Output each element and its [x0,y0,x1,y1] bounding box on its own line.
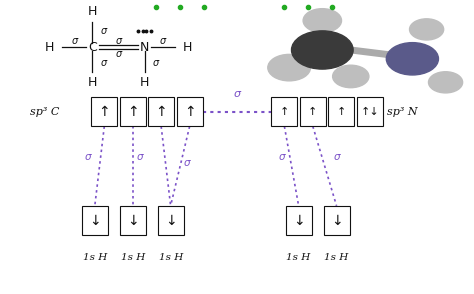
Bar [271,97,298,126]
Text: σ: σ [333,152,340,162]
Circle shape [386,43,438,75]
Text: ↑: ↑ [280,107,289,117]
Circle shape [333,65,369,88]
Text: H: H [45,41,55,54]
Text: ↑: ↑ [127,105,138,119]
Circle shape [428,72,463,93]
Text: H: H [182,41,192,54]
Bar [285,206,312,235]
Circle shape [292,31,353,69]
Text: σ: σ [84,152,91,162]
Text: ↓: ↓ [89,213,100,228]
Bar [157,206,183,235]
Text: σ: σ [72,36,77,46]
Text: 1s H: 1s H [324,253,349,262]
Text: σ: σ [234,89,240,99]
Text: ↑: ↑ [308,107,318,117]
Text: N: N [140,41,149,54]
Text: 1s H: 1s H [82,253,107,262]
Text: 1s H: 1s H [286,253,311,262]
Bar [323,206,350,235]
Text: σ: σ [184,158,191,168]
Text: ↑↓: ↑↓ [360,107,379,117]
Bar [119,97,146,126]
Text: ↓: ↓ [127,213,138,228]
Text: sp³ C: sp³ C [29,107,59,117]
Bar [91,97,117,126]
Bar [300,97,326,126]
Bar [119,206,146,235]
Circle shape [303,9,341,33]
Circle shape [268,54,310,81]
Circle shape [410,19,444,40]
Text: σ: σ [279,152,285,162]
Text: H: H [140,76,149,89]
Text: ↑: ↑ [155,105,167,119]
Text: H: H [88,5,97,18]
Text: σ: σ [101,58,107,68]
Text: ↑: ↑ [337,107,346,117]
Bar [176,97,202,126]
Text: σ: σ [153,58,159,68]
Bar [148,97,174,126]
Bar [328,97,355,126]
Text: 1s H: 1s H [120,253,145,262]
Text: ↑: ↑ [184,105,195,119]
Text: H: H [88,76,97,89]
Bar [356,97,383,126]
Bar [82,206,108,235]
Text: σ: σ [101,26,107,36]
Text: sp³ N: sp³ N [387,107,418,117]
Text: σ: σ [116,49,121,59]
Text: ↓: ↓ [293,213,304,228]
Text: σ: σ [137,152,143,162]
Text: ↑: ↑ [99,105,110,119]
Text: σ: σ [116,36,121,46]
Text: ↓: ↓ [331,213,342,228]
Text: ↓: ↓ [165,213,176,228]
Text: σ: σ [160,36,165,46]
Text: 1s H: 1s H [158,253,183,262]
Text: C: C [88,41,97,54]
